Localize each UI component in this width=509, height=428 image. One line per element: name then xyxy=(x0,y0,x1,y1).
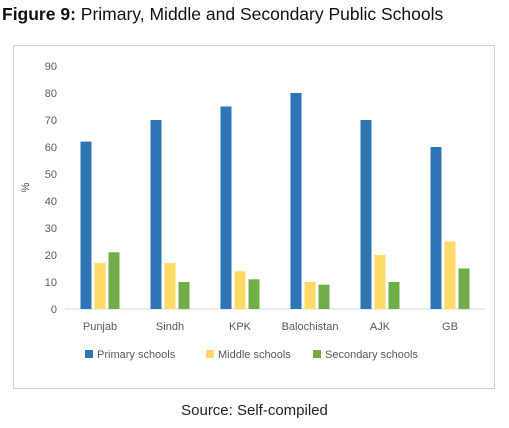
bar-chart: % 0 10 20 30 40 50 60 70 80 90 Punjab Sindh KPK Balo… xyxy=(20,61,485,361)
legend-label: Primary schools xyxy=(97,349,176,361)
bar-middle-schools-sindh xyxy=(164,263,176,309)
y-tick-label: 20 xyxy=(45,250,57,262)
legend-swatch-primary-schools xyxy=(85,350,93,358)
y-tick-label: 60 xyxy=(45,142,57,154)
bar-secondary-schools-kpk xyxy=(248,279,260,309)
bar-secondary-schools-gb xyxy=(458,268,470,309)
bar-middle-schools-gb xyxy=(444,241,456,309)
bar-secondary-schools-punjab xyxy=(108,252,120,309)
y-tick-label: 30 xyxy=(45,223,57,235)
figure-title-text: Primary, Middle and Secondary Public Sch… xyxy=(80,4,444,24)
x-tick-label: Sindh xyxy=(156,321,184,333)
bar-secondary-schools-sindh xyxy=(178,282,190,309)
bar-middle-schools-kpk xyxy=(234,271,246,309)
bar-primary-schools-kpk xyxy=(220,106,232,309)
y-tick-label: 40 xyxy=(45,196,57,208)
legend-label: Middle schools xyxy=(218,349,291,361)
chart-frame xyxy=(13,45,495,389)
bar-primary-schools-punjab xyxy=(80,141,92,309)
bar-secondary-schools-ajk xyxy=(388,282,400,309)
y-tick-label: 50 xyxy=(45,169,57,181)
x-tick-label: Punjab xyxy=(83,321,117,333)
figure-label: Figure 9: xyxy=(2,4,76,24)
bar-primary-schools-balochistan xyxy=(290,93,302,309)
bar-primary-schools-ajk xyxy=(360,120,372,309)
y-axis-label: % xyxy=(20,182,32,192)
y-tick-label: 70 xyxy=(45,115,57,127)
legend-swatch-middle-schools xyxy=(206,350,214,358)
figure-title: Figure 9: Primary, Middle and Secondary … xyxy=(2,4,443,25)
bar-middle-schools-punjab xyxy=(94,263,106,309)
y-tick-label: 0 xyxy=(51,304,57,316)
x-tick-label: GB xyxy=(442,321,458,333)
legend-label: Secondary schools xyxy=(325,349,418,361)
x-tick-label: AJK xyxy=(370,321,391,333)
y-tick-label: 80 xyxy=(45,88,57,100)
y-tick-label: 90 xyxy=(45,61,57,73)
bar-secondary-schools-balochistan xyxy=(318,284,330,309)
source-note: Source: Self-compiled xyxy=(181,402,328,419)
bar-primary-schools-gb xyxy=(430,147,442,309)
bar-primary-schools-sindh xyxy=(150,120,162,309)
bar-middle-schools-ajk xyxy=(374,255,386,309)
bar-middle-schools-balochistan xyxy=(304,282,316,309)
y-tick-label: 10 xyxy=(45,277,57,289)
legend-swatch-secondary-schools xyxy=(313,350,321,358)
x-tick-label: Balochistan xyxy=(282,321,339,333)
x-tick-label: KPK xyxy=(229,321,252,333)
